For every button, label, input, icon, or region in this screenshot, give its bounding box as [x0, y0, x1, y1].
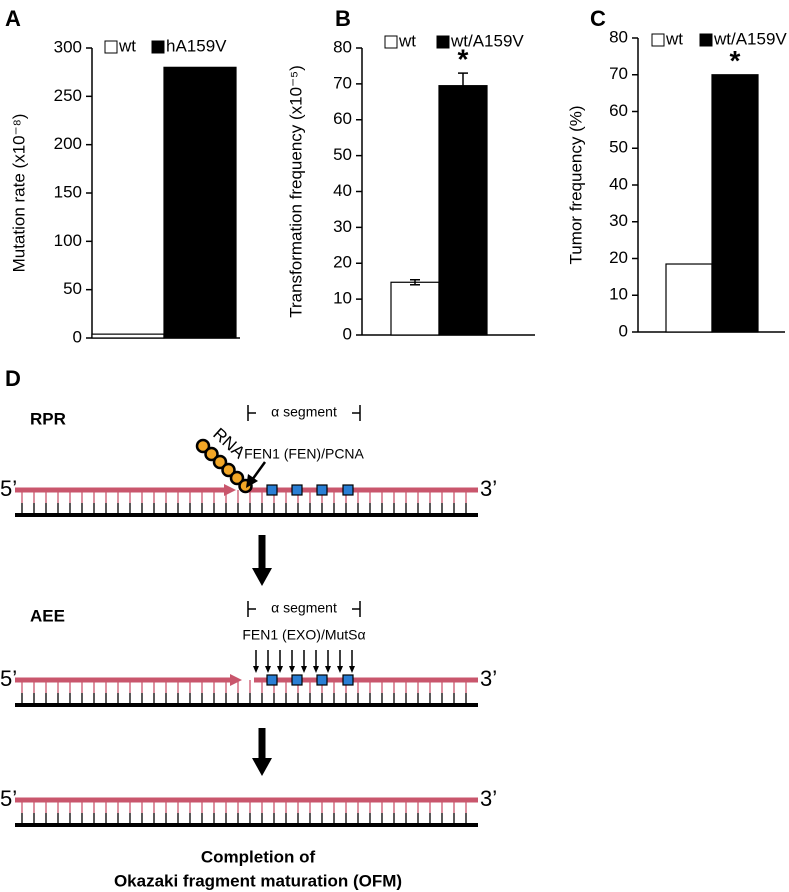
step-arrow-head — [252, 758, 272, 776]
rna-bead — [229, 470, 245, 486]
y-axis-label: Tumor frequency (%) — [566, 105, 585, 264]
panel-label: B — [335, 6, 351, 31]
exo-arrow-head — [301, 666, 307, 673]
annotation: * — [458, 44, 469, 75]
step-label: AEE — [30, 606, 65, 625]
legend-label: wt/A159V — [713, 29, 787, 48]
cleavage-arrow — [250, 461, 267, 481]
mismatch — [266, 674, 278, 686]
legend-swatch — [651, 33, 665, 47]
mismatch — [316, 674, 328, 686]
y-tick-label: 70 — [333, 73, 352, 92]
end-label: 3’ — [480, 786, 497, 811]
mismatch — [291, 674, 303, 686]
y-tick-label: 80 — [333, 37, 352, 56]
caption: Okazaki fragment maturation (OFM) — [114, 871, 402, 890]
y-axis-label: Mutation rate (x10⁻⁸) — [9, 114, 28, 273]
segment-label: α segment — [271, 404, 337, 420]
y-tick-label: 50 — [333, 145, 352, 164]
bar — [711, 74, 759, 333]
y-tick-label: 100 — [54, 231, 82, 250]
legend-swatch — [436, 35, 450, 49]
end-label: 3’ — [480, 476, 497, 501]
cleavage-arrow-head — [246, 474, 258, 488]
legend-swatch — [384, 35, 398, 49]
y-tick-label: 80 — [609, 27, 628, 46]
panel-label: A — [5, 6, 21, 31]
exo-arrow-head — [265, 666, 271, 673]
y-tick-label: 50 — [609, 138, 628, 157]
mismatch — [316, 484, 328, 496]
y-tick-label: 0 — [343, 324, 352, 343]
mismatch — [291, 484, 303, 496]
y-tick-label: 70 — [609, 64, 628, 83]
y-tick-label: 200 — [54, 134, 82, 153]
rna-bead — [212, 454, 228, 470]
enzyme-label: FEN1 (FEN)/PCNA — [244, 446, 364, 462]
y-tick-label: 20 — [333, 253, 352, 272]
y-tick-label: 300 — [54, 37, 82, 56]
end-label: 5’ — [0, 666, 17, 691]
mismatch — [342, 484, 354, 496]
y-tick-label: 60 — [333, 109, 352, 128]
annotation: * — [730, 45, 741, 76]
y-tick-label: 60 — [609, 101, 628, 120]
legend-swatch — [699, 33, 713, 47]
legend-swatch — [151, 40, 165, 54]
exo-arrow-head — [349, 666, 355, 673]
exo-arrow-head — [289, 666, 295, 673]
y-tick-label: 0 — [73, 327, 82, 346]
y-tick-label: 40 — [333, 181, 352, 200]
rna-bead — [221, 462, 236, 478]
mismatch — [342, 674, 354, 686]
exo-arrow-head — [253, 666, 259, 673]
bar — [438, 85, 488, 336]
exo-arrow-head — [337, 666, 343, 673]
step-label: RPR — [30, 409, 66, 428]
y-tick-label: 150 — [54, 182, 82, 201]
exo-arrow-head — [277, 666, 283, 673]
bar — [665, 263, 713, 333]
y-tick-label: 50 — [63, 279, 82, 298]
end-label: 3’ — [480, 666, 497, 691]
bar — [91, 333, 165, 339]
mismatch — [266, 484, 278, 496]
exo-arrow-head — [313, 666, 319, 673]
y-tick-label: 30 — [333, 217, 352, 236]
y-axis-label: Transformation frequency (x10⁻⁵) — [286, 65, 305, 318]
end-label: 5’ — [0, 476, 17, 501]
legend-label: wt — [665, 29, 683, 48]
legend-label: hA159V — [166, 36, 227, 55]
y-tick-label: 250 — [54, 86, 82, 105]
y-tick-label: 30 — [609, 211, 628, 230]
bar — [390, 281, 440, 336]
caption: Completion of — [201, 847, 316, 866]
rna-bead — [204, 446, 219, 462]
legend-label: wt — [118, 36, 136, 55]
end-label: 5’ — [0, 786, 17, 811]
legend-swatch — [104, 40, 118, 54]
legend-label: wt — [398, 31, 416, 50]
enzyme-label: FEN1 (EXO)/MutSα — [242, 627, 365, 643]
panel-label: D — [5, 366, 21, 391]
y-tick-label: 0 — [619, 321, 628, 340]
panel-label: C — [590, 6, 606, 31]
strand-arrow — [230, 674, 242, 686]
rna-bead — [195, 438, 211, 454]
y-tick-label: 10 — [609, 285, 628, 304]
y-tick-label: 20 — [609, 248, 628, 267]
step-arrow-head — [252, 568, 272, 586]
segment-label: α segment — [271, 600, 337, 616]
exo-arrow-head — [325, 666, 331, 673]
y-tick-label: 40 — [609, 174, 628, 193]
y-tick-label: 10 — [333, 289, 352, 308]
bar — [163, 66, 237, 339]
strand-arrow — [224, 484, 236, 496]
legend-label: wt/A159V — [450, 31, 524, 50]
